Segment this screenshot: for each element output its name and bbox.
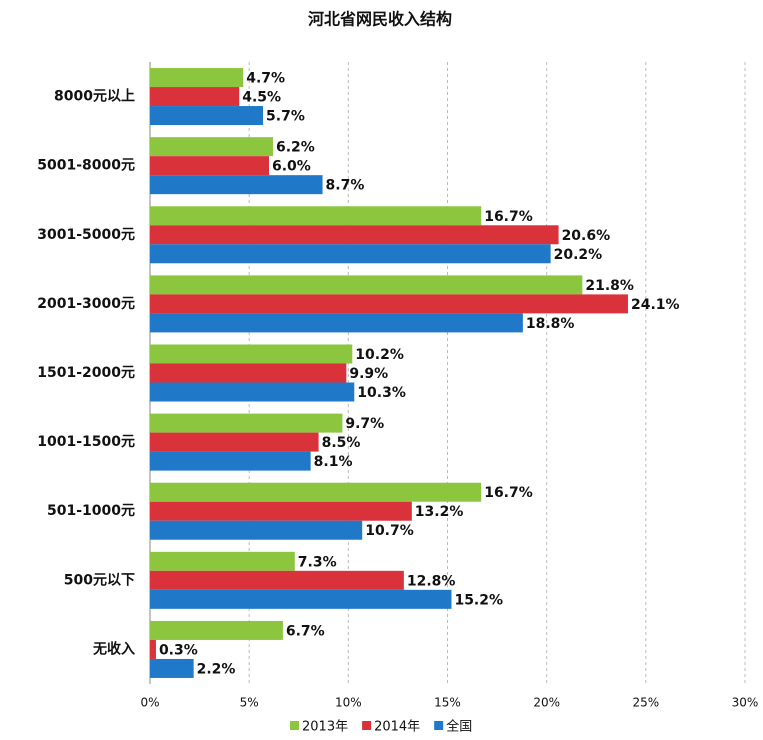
bar [150,225,559,245]
value-label: 7.3% [298,554,337,570]
x-tick-label: 5% [240,696,259,710]
category-label: 501-1000元 [47,503,135,519]
value-label: 20.2% [554,247,603,263]
value-label: 10.2% [355,347,404,363]
bar [150,501,412,521]
bar [150,313,523,333]
x-tick-label: 15% [434,696,461,710]
legend-swatch [362,721,372,730]
bar [150,175,323,195]
value-label: 13.2% [415,504,464,520]
bar [150,206,482,226]
bar [150,620,283,640]
bar [150,413,343,433]
bar [150,432,319,452]
bar [150,87,240,107]
value-label: 18.8% [526,316,575,332]
bar [150,658,194,678]
legend-label: 2013年 [302,720,348,735]
category-label: 8000元以上 [54,89,135,105]
value-label: 21.8% [585,278,634,294]
bar [150,344,353,364]
value-label: 5.7% [266,109,305,125]
value-label: 10.7% [365,523,414,539]
category-label: 500元以下 [64,572,135,588]
value-label: 9.9% [349,366,388,382]
bar [150,363,347,383]
value-label: 9.7% [345,416,384,432]
legend-label: 全国 [446,719,472,735]
value-label: 6.2% [276,140,315,156]
value-label: 4.5% [242,90,281,106]
bar [150,244,551,264]
bar [150,106,264,126]
bar [150,520,363,540]
value-label: 8.7% [326,178,365,194]
bar [150,570,404,590]
value-label: 12.8% [407,573,456,589]
value-label: 16.7% [484,209,533,225]
value-label: 20.6% [562,228,611,244]
category-label: 3001-5000元 [37,227,135,243]
bar [150,589,452,609]
value-label: 24.1% [631,297,680,313]
value-label: 6.0% [272,159,311,175]
value-label: 10.3% [357,385,406,401]
chart-title: 河北省网民收入结构 [308,10,452,29]
bar [150,68,244,88]
bar [150,482,482,502]
bar [150,137,273,157]
bar [150,294,628,314]
bar [150,156,269,176]
category-label: 2001-3000元 [37,296,135,312]
bar [150,451,311,471]
legend-swatch [290,721,299,730]
value-label: 6.7% [286,623,325,639]
bar [150,639,156,659]
legend-label: 2014年 [374,720,420,735]
x-tick-label: 10% [335,696,362,710]
bar [150,551,295,571]
category-label: 无收入 [92,640,135,657]
value-label: 8.5% [322,435,361,451]
x-tick-label: 0% [140,696,159,710]
value-label: 8.1% [314,454,353,470]
value-label: 4.7% [246,71,285,87]
category-label: 1501-2000元 [37,365,135,381]
value-label: 0.3% [159,642,198,658]
value-label: 2.2% [197,661,236,677]
value-label: 16.7% [484,485,533,501]
legend-swatch [434,721,444,730]
category-label: 5001-8000元 [37,158,135,174]
category-label: 1001-1500元 [37,434,135,450]
x-tick-label: 25% [632,696,659,710]
x-tick-label: 20% [533,696,560,710]
x-tick-label: 30% [732,696,759,710]
value-label: 15.2% [454,592,503,608]
bar [150,275,583,295]
bar [150,382,355,402]
